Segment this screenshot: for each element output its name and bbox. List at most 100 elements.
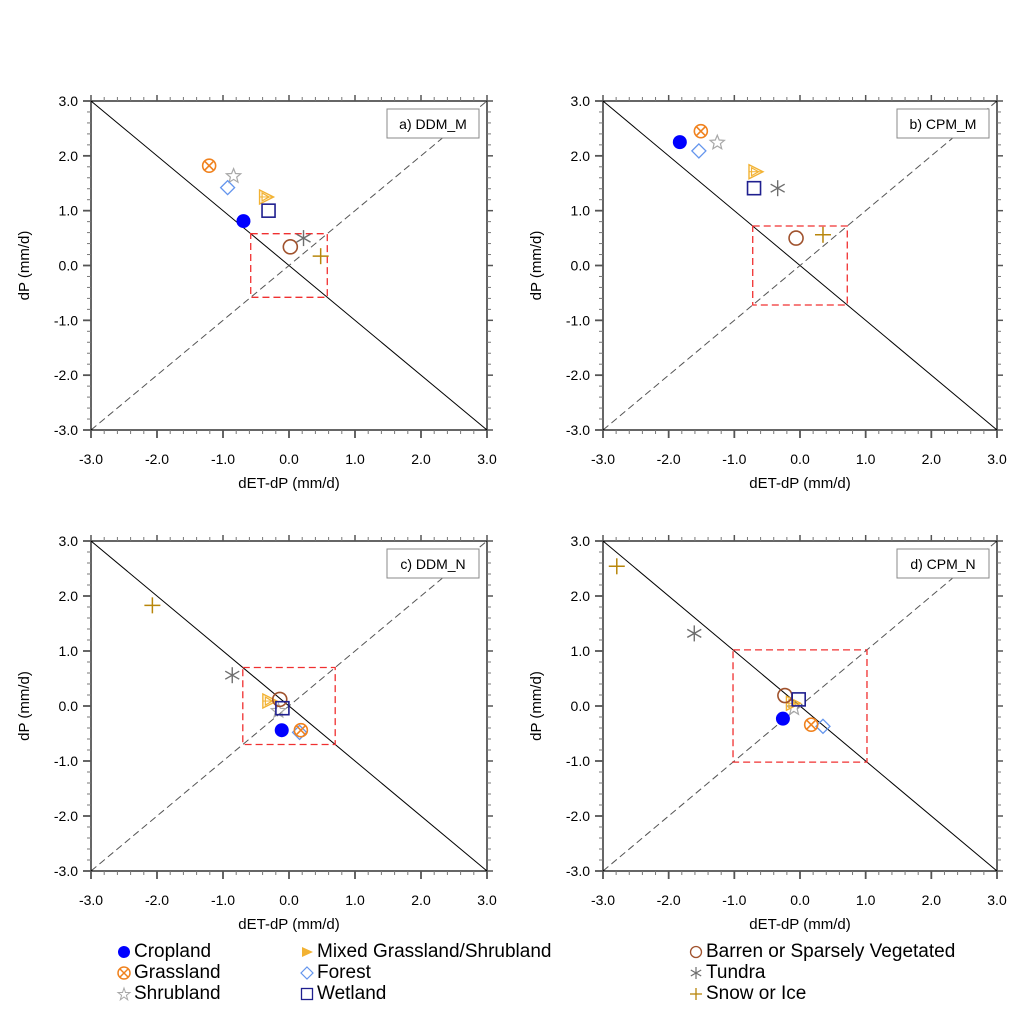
panel-label: b) CPM_M [910, 116, 977, 132]
y-tick-label: -3.0 [566, 863, 590, 879]
panel-label-box [386, 548, 480, 579]
marker-tundra [770, 180, 786, 197]
x-tick-label: 3.0 [987, 892, 1007, 908]
markers [672, 123, 831, 246]
marker-cropland [274, 723, 289, 738]
marker-mixed [262, 692, 279, 710]
y-tick-label: 2.0 [59, 588, 79, 604]
y-tick-label: 0.0 [59, 698, 79, 714]
x-tick-label: 2.0 [922, 892, 942, 908]
x-tick-label: 1.0 [856, 892, 876, 908]
marker-shape [695, 126, 706, 137]
markers [201, 158, 329, 265]
ticks [83, 535, 493, 879]
y-tick-label: -2.0 [566, 808, 590, 824]
y-tick-label: 3.0 [571, 93, 591, 109]
marker-cropland [775, 711, 790, 726]
x-tick-label: -1.0 [722, 451, 746, 467]
marker-barren [282, 239, 299, 255]
y-tick-label: 3.0 [59, 533, 79, 549]
marker-tundra [296, 230, 311, 247]
panel-label-box [386, 108, 480, 139]
y-tick-label: 0.0 [59, 258, 79, 274]
panel-label-box [896, 108, 990, 139]
one-to-one-dashed-line [90, 100, 488, 431]
marker-shape [293, 722, 309, 738]
ticks [83, 95, 493, 438]
one-to-one-dashed-line [602, 100, 998, 431]
y-tick-label: 2.0 [571, 148, 591, 164]
x-tick-label: 0.0 [790, 451, 810, 467]
y-tick-label: -2.0 [54, 808, 78, 824]
x-tick-label: -1.0 [722, 892, 746, 908]
x-axis-title: dET-dP (mm/d) [749, 916, 850, 933]
y-tick-label: -3.0 [566, 422, 590, 438]
y-tick-label: -3.0 [54, 422, 78, 438]
x-tick-label: -2.0 [657, 451, 681, 467]
markers [608, 558, 831, 735]
x-tick-label: 3.0 [477, 892, 497, 908]
marker-shape [282, 239, 299, 255]
y-tick-label: 3.0 [59, 93, 79, 109]
marker-cropland [236, 214, 251, 229]
marker-shape [686, 628, 702, 639]
threshold-box [242, 666, 336, 746]
marker-shape [672, 135, 687, 150]
marker-shape [775, 711, 790, 726]
marker-snow [312, 248, 329, 265]
marker-shape [803, 717, 819, 733]
panel-a: -3.0 -2.0 -1.0 0.0 1.0 2.0 3.0 3.0 2.0 1.0 0.0 -1.0… [16, 93, 497, 492]
marker-shape [708, 133, 726, 150]
x-tick-label: -2.0 [145, 451, 169, 467]
y-axis-title: dP (mm/d) [528, 671, 545, 741]
marker-shape [274, 723, 289, 738]
x-tick-label: 1.0 [345, 892, 365, 908]
threshold-box [752, 225, 848, 306]
marker-shrubland [224, 166, 243, 184]
marker-shape [296, 233, 311, 243]
y-axis-title: dP (mm/d) [16, 231, 33, 301]
marker-shape [806, 719, 817, 730]
x-axis-title: dET-dP (mm/d) [238, 916, 339, 933]
marker-grassland [693, 123, 709, 139]
x-tick-label: 1.0 [345, 451, 365, 467]
y-tick-label: 0.0 [571, 258, 591, 274]
marker-wetland [791, 692, 806, 707]
panel-label: c) DDM_N [400, 556, 465, 572]
marker-snow [608, 558, 625, 575]
marker-shrubland [708, 133, 726, 150]
x-axis-title: dET-dP (mm/d) [238, 475, 339, 492]
marker-shape [271, 691, 288, 708]
marker-shape [275, 700, 290, 716]
y-tick-label: 1.0 [571, 203, 591, 219]
marker-shape [236, 214, 251, 229]
y-tick-label: -2.0 [54, 367, 78, 383]
x-tick-label: 0.0 [279, 892, 299, 908]
panel-c: -3.0 -2.0 -1.0 0.0 1.0 2.0 3.0 3.0 2.0 1.0 0.0 -1.0… [16, 533, 497, 933]
marker-shape [693, 123, 709, 139]
x-tick-label: 0.0 [790, 892, 810, 908]
x-tick-label: 1.0 [856, 451, 876, 467]
marker-mixed [748, 163, 765, 180]
marker-shape [201, 158, 217, 174]
x-tick-label: 2.0 [411, 451, 431, 467]
y-tick-label: 1.0 [571, 643, 591, 659]
marker-shape [204, 160, 215, 171]
marker-shape [788, 230, 804, 246]
threshold-box [250, 233, 328, 298]
marker-tundra [224, 667, 240, 684]
x-tick-label: -2.0 [657, 892, 681, 908]
y-tick-label: 2.0 [571, 588, 591, 604]
x-tick-label: -3.0 [79, 892, 103, 908]
marker-shape [224, 166, 243, 184]
marker-wetland [261, 203, 276, 218]
markers [144, 597, 309, 741]
x-tick-label: 3.0 [477, 451, 497, 467]
marker-snow [814, 226, 831, 243]
marker-grassland [201, 158, 217, 174]
marker-grassland [293, 722, 309, 738]
threshold-box [732, 649, 868, 763]
marker-mixed [258, 188, 276, 206]
y-tick-label: -3.0 [54, 863, 78, 879]
